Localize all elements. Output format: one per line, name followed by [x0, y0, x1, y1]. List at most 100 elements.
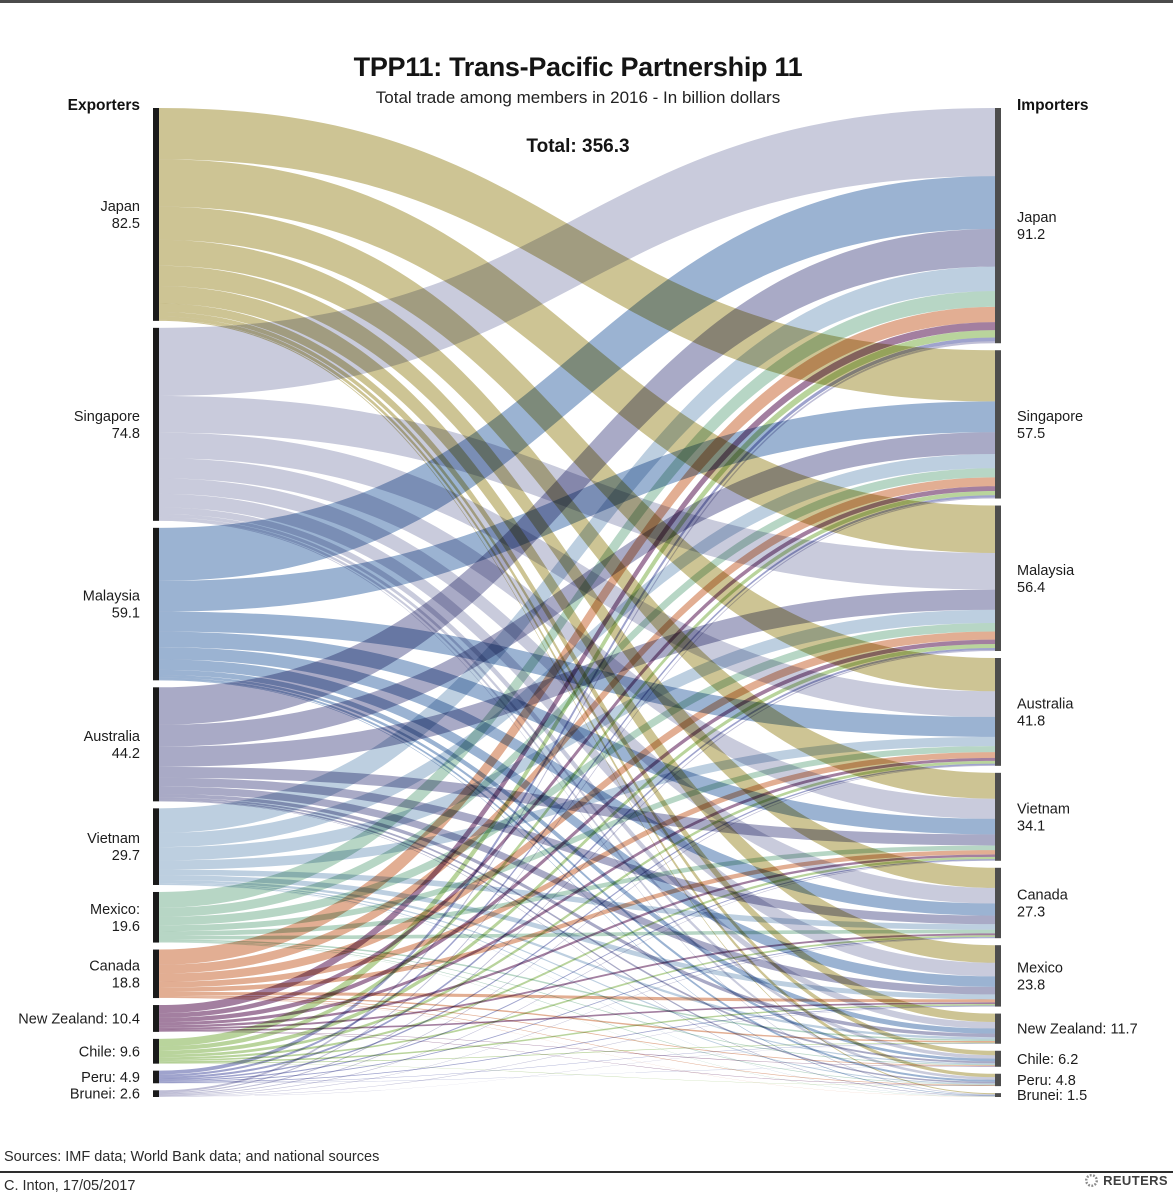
flow-ribbon	[159, 1031, 995, 1086]
flow-ribbon	[159, 869, 995, 930]
footer-divider	[0, 1171, 1173, 1173]
flow-ribbon	[159, 643, 995, 1055]
importer-node	[995, 1050, 1001, 1067]
flow-ribbon	[159, 1043, 995, 1084]
exporter-node	[153, 327, 159, 521]
importer-node	[995, 772, 1001, 861]
flow-ribbon	[159, 939, 995, 1042]
exporter-label: Chile: 9.6	[79, 1044, 140, 1060]
flow-ribbon	[159, 1043, 995, 1097]
flow-ribbon	[159, 936, 995, 1082]
flow-ribbon	[159, 880, 995, 1040]
flow-ribbon	[159, 1063, 995, 1087]
flow-ribbon	[159, 108, 995, 396]
flow-ribbon	[159, 401, 995, 612]
importer-label: Vietnam 34.1	[1017, 801, 1070, 834]
importer-label: Malaysia 56.4	[1017, 563, 1075, 596]
flow-ribbon	[159, 937, 995, 1097]
flow-ribbon	[159, 935, 995, 1062]
flow-ribbon	[159, 507, 995, 1029]
flow-ribbon	[159, 940, 995, 1066]
flow-ribbon	[159, 303, 995, 1023]
flow-ribbon	[159, 497, 995, 1094]
importer-label: Australia 41.8	[1017, 696, 1074, 729]
flow-ribbon	[159, 477, 995, 974]
flow-ribbon	[159, 631, 995, 982]
exporter-node	[153, 949, 159, 999]
flow-ribbon	[159, 765, 995, 1096]
importer-node	[995, 108, 1001, 344]
flow-ribbon	[159, 1031, 995, 1067]
flow-ribbon	[159, 291, 995, 908]
importer-label: Brunei: 1.5	[1017, 1088, 1087, 1104]
flow-ribbon	[159, 206, 995, 692]
flow-ribbon	[159, 882, 995, 1065]
flow-ribbon	[159, 432, 995, 717]
flow-ribbon	[159, 996, 995, 1067]
flow-ribbon	[159, 1003, 995, 1063]
flow-ribbon	[159, 854, 995, 1028]
exporter-label: Singapore 74.8	[74, 409, 140, 442]
flow-ribbon	[159, 176, 995, 581]
flow-ribbon	[159, 1005, 995, 1083]
importer-label: Chile: 6.2	[1017, 1052, 1078, 1068]
exporter-node	[153, 108, 159, 321]
flow-ribbon	[159, 266, 995, 833]
flow-ribbon	[159, 330, 995, 1047]
flow-ribbon	[159, 609, 995, 861]
flow-ribbon	[159, 856, 995, 1060]
flow-ribbon	[159, 746, 995, 932]
total-label: Total: 356.3	[526, 136, 630, 157]
flow-ribbon	[159, 933, 995, 1030]
flow-ribbon	[159, 997, 995, 1097]
credit-line: C. Inton, 17/05/2017	[4, 1178, 136, 1194]
flow-ribbon	[159, 757, 995, 1026]
sankey-diagram: Japan 82.5 Singapore 74.8 Malaysia 59.1 Austra…	[18, 108, 1138, 1104]
flow-ribbon	[159, 229, 995, 725]
flow-ribbon	[159, 800, 995, 1097]
importer-node	[995, 1093, 1001, 1097]
flow-ribbon	[159, 860, 995, 1096]
exporter-node	[153, 687, 159, 802]
flow-ribbon	[159, 647, 995, 1079]
flow-ribbon	[159, 793, 995, 1038]
importer-label: Japan 91.2	[1017, 210, 1057, 243]
exporters-header: Exporters	[67, 97, 140, 114]
exporter-node	[153, 527, 159, 681]
exporter-label: Australia 44.2	[84, 729, 141, 762]
importer-node	[995, 350, 1001, 499]
flow-ribbon	[159, 639, 995, 1023]
flow-ribbon	[159, 490, 995, 1051]
flow-ribbon	[159, 659, 995, 987]
exporter-node	[153, 1038, 159, 1064]
flow-ribbon	[159, 1006, 995, 1097]
importer-label: New Zealand: 11.7	[1017, 1022, 1138, 1038]
flow-ribbon	[159, 883, 995, 1085]
exporter-label: Vietnam 29.7	[87, 831, 140, 864]
flow-ribbon	[159, 341, 995, 1093]
flow-ribbon	[159, 941, 995, 1085]
flow-ribbon	[159, 1042, 995, 1064]
importer-node	[995, 505, 1001, 652]
flow-ribbon	[159, 285, 995, 963]
sources-note: Sources: IMF data; World Bank data; and …	[4, 1149, 380, 1165]
flow-ribbon	[159, 468, 995, 917]
flow-ribbon	[159, 589, 995, 767]
chart-title: TPP11: Trans-Pacific Partnership 11	[353, 52, 803, 82]
flow-ribbon	[159, 454, 995, 848]
flow-ribbon	[159, 1066, 995, 1084]
importers-header: Importers	[1017, 97, 1089, 114]
exporter-label: Mexico: 19.6	[90, 902, 140, 935]
flow-ribbon	[159, 517, 995, 1080]
flow-ribbon	[159, 337, 995, 1075]
importer-node	[995, 945, 1001, 1007]
reuters-brand: REUTERS	[1084, 1173, 1168, 1188]
importer-node	[995, 658, 1001, 766]
flow-ribbon	[159, 763, 995, 1080]
importer-label: Mexico 23.8	[1017, 960, 1063, 993]
flow-ribbon	[159, 647, 995, 916]
reuters-logo-icon	[1085, 1173, 1099, 1188]
exporter-node	[153, 1005, 159, 1032]
flow-ribbon	[159, 677, 995, 1082]
exporter-node	[153, 1070, 159, 1084]
